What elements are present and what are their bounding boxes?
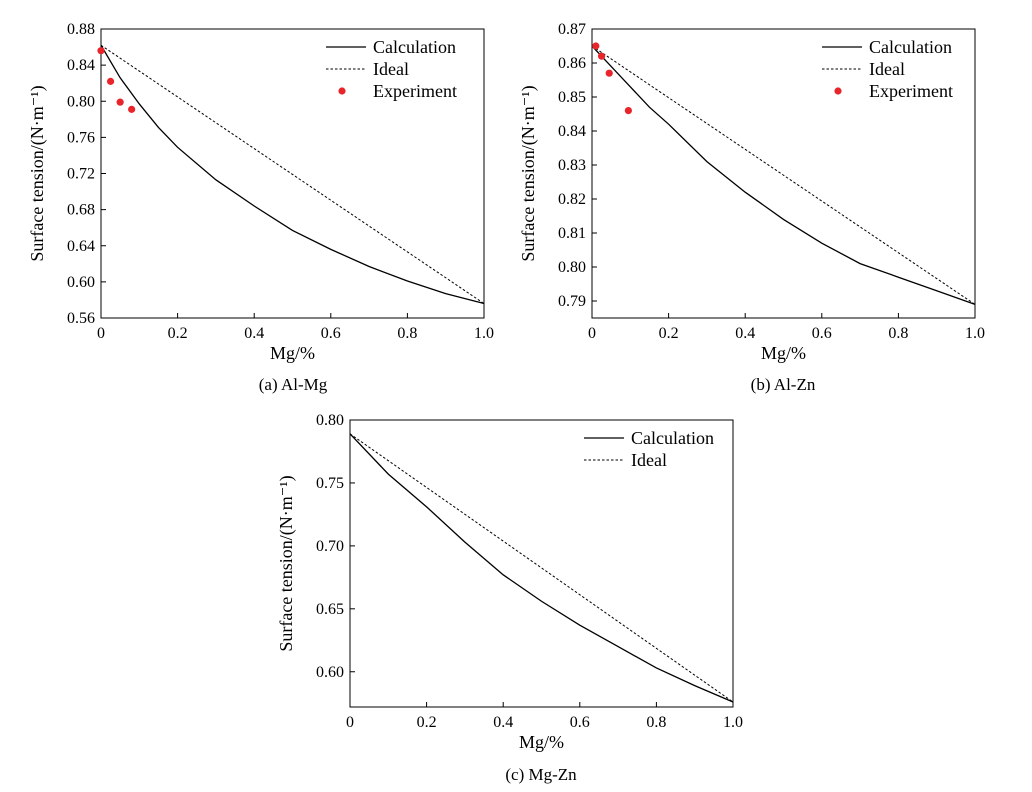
y-tick-label: 0.83 bbox=[558, 157, 586, 174]
y-tick-label: 0.56 bbox=[67, 310, 95, 327]
series-line-calculation bbox=[591, 45, 976, 306]
x-tick-label: 0 bbox=[346, 714, 354, 731]
x-tick-label: 0.6 bbox=[570, 714, 590, 731]
series-line-calculation bbox=[100, 44, 485, 305]
panel-caption: (c) Mg-Zn bbox=[505, 765, 577, 784]
x-axis-label: Mg/% bbox=[761, 343, 806, 363]
legend-label: Ideal bbox=[869, 59, 905, 79]
y-tick-label: 0.84 bbox=[67, 57, 95, 74]
x-axis-label: Mg/% bbox=[270, 343, 315, 363]
y-tick-label: 0.88 bbox=[67, 21, 95, 38]
y-tick-label: 0.65 bbox=[316, 601, 344, 618]
data-point bbox=[106, 77, 115, 85]
y-tick-label: 0.80 bbox=[316, 412, 344, 429]
series-line-ideal bbox=[100, 44, 485, 304]
y-tick-label: 0.80 bbox=[67, 93, 95, 110]
y-axis-label: Surface tension/(N·m⁻¹) bbox=[518, 85, 539, 261]
x-tick-label: 0.8 bbox=[646, 714, 666, 731]
y-tick-label: 0.72 bbox=[67, 166, 95, 183]
data-point bbox=[116, 98, 124, 106]
y-tick-label: 0.64 bbox=[67, 238, 95, 255]
series-line-ideal bbox=[349, 433, 734, 703]
y-tick-label: 0.84 bbox=[558, 123, 586, 140]
y-tick-label: 0.82 bbox=[558, 191, 586, 208]
x-tick-label: 1.0 bbox=[474, 325, 494, 342]
data-point bbox=[128, 105, 136, 113]
data-point bbox=[592, 42, 600, 50]
x-tick-label: 0.8 bbox=[888, 325, 908, 342]
panel-caption: (b) Al-Zn bbox=[751, 375, 816, 394]
plot-frame bbox=[349, 419, 734, 708]
y-tick-label: 0.70 bbox=[316, 538, 344, 555]
y-tick-label: 0.75 bbox=[316, 475, 344, 492]
y-tick-label: 0.81 bbox=[558, 225, 586, 242]
y-tick-label: 0.68 bbox=[67, 202, 95, 219]
x-tick-label: 1.0 bbox=[723, 714, 743, 731]
y-tick-label: 0.85 bbox=[558, 89, 586, 106]
chart-panel-1: 0 0.2 0.4 0.6 0.8 1.0 0.79 0.80 0.81 0.82 0.83 0.84… bbox=[518, 21, 985, 394]
legend-label: Calculation bbox=[631, 428, 714, 448]
x-tick-label: 1.0 bbox=[965, 325, 985, 342]
y-tick-label: 0.79 bbox=[558, 293, 586, 310]
x-tick-label: 0 bbox=[588, 325, 596, 342]
series-line-ideal bbox=[591, 45, 976, 305]
y-tick-label: 0.80 bbox=[558, 259, 586, 276]
legend-label: Experiment bbox=[373, 81, 457, 101]
x-tick-label: 0.4 bbox=[735, 325, 755, 342]
y-tick-label: 0.86 bbox=[558, 55, 586, 72]
data-point bbox=[605, 69, 613, 77]
x-tick-label: 0.6 bbox=[321, 325, 341, 342]
x-tick-label: 0.2 bbox=[417, 714, 437, 731]
legend-label: Experiment bbox=[869, 81, 953, 101]
panel-caption: (a) Al-Mg bbox=[259, 375, 328, 394]
x-tick-label: 0 bbox=[97, 325, 105, 342]
series-line-calculation bbox=[349, 433, 734, 703]
y-axis-label: Surface tension/(N·m⁻¹) bbox=[27, 85, 48, 261]
chart-panel-2: 0 0.2 0.4 0.6 0.8 1.0 0.60 0.65 0.70 0.75 0.80 Mg/%… bbox=[276, 412, 743, 784]
y-tick-label: 0.60 bbox=[316, 664, 344, 681]
y-tick-label: 0.87 bbox=[558, 21, 586, 38]
legend-label: Calculation bbox=[869, 37, 952, 57]
legend-label: Ideal bbox=[631, 450, 667, 470]
legend-marker bbox=[338, 87, 346, 95]
legend-marker bbox=[834, 87, 842, 95]
x-axis-label: Mg/% bbox=[519, 732, 564, 752]
y-tick-label: 0.60 bbox=[67, 274, 95, 291]
x-tick-label: 0.4 bbox=[244, 325, 264, 342]
x-tick-label: 0.2 bbox=[659, 325, 679, 342]
chart-panel-0: 0 0.2 0.4 0.6 0.8 1.0 0.56 0.60 0.64 0.68 0.72 0.76… bbox=[27, 21, 494, 394]
x-tick-label: 0.4 bbox=[493, 714, 513, 731]
plot-frame bbox=[100, 28, 485, 319]
legend-label: Ideal bbox=[373, 59, 409, 79]
plot-frame bbox=[591, 28, 976, 319]
data-point bbox=[624, 107, 632, 115]
x-tick-label: 0.8 bbox=[397, 325, 417, 342]
y-tick-label: 0.76 bbox=[67, 129, 95, 146]
x-tick-label: 0.6 bbox=[812, 325, 832, 342]
x-tick-label: 0.2 bbox=[168, 325, 188, 342]
data-point bbox=[597, 52, 606, 60]
data-point bbox=[97, 47, 105, 55]
y-axis-label: Surface tension/(N·m⁻¹) bbox=[276, 475, 297, 651]
legend-label: Calculation bbox=[373, 37, 456, 57]
